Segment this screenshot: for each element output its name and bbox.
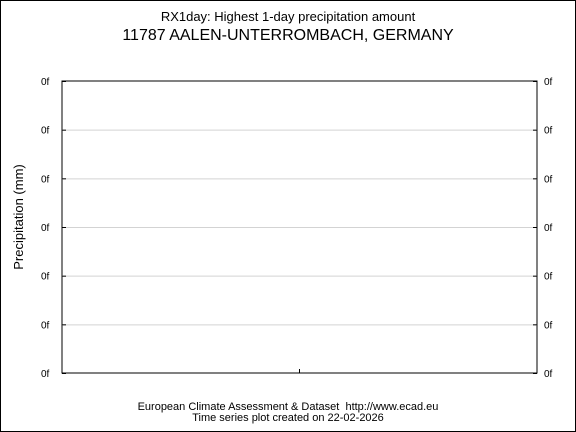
footer-credit: European Climate Assessment & Dataset ht… [137, 401, 439, 413]
y-tick-label-right: 0f [544, 223, 553, 234]
gridlines [62, 129, 537, 326]
y-tick-label-left: 0f [41, 272, 50, 283]
y-tick-label-right: 0f [544, 272, 553, 283]
y-tick-label-left: 0f [41, 223, 50, 234]
y-tick-label-left: 0f [41, 320, 50, 331]
y-tick-label-right: 0f [544, 126, 553, 137]
y-tick-label-right: 0f [544, 369, 553, 380]
y-axis-label: Precipitation (mm) [11, 164, 26, 269]
tick-labels: 0f 0f 0f 0f 0f 0f 0f 0f 0f 0f 0f 0f 0f 0f [41, 77, 553, 380]
y-tick-label-right: 0f [544, 77, 553, 88]
footer-created-date: Time series plot created on 22-02-2026 [192, 412, 384, 424]
chart-title: RX1day: Highest 1-day precipitation amou… [160, 9, 416, 24]
y-tick-label-left: 0f [41, 77, 50, 88]
axis-ticks [62, 81, 537, 374]
y-tick-label-left: 0f [41, 126, 50, 137]
y-tick-label-right: 0f [544, 320, 553, 331]
y-tick-label-right: 0f [544, 174, 553, 185]
y-tick-label-left: 0f [41, 174, 50, 185]
chart-subtitle: 11787 AALEN-UNTERROMBACH, GERMANY [122, 27, 454, 44]
y-tick-label-left: 0f [41, 369, 50, 380]
